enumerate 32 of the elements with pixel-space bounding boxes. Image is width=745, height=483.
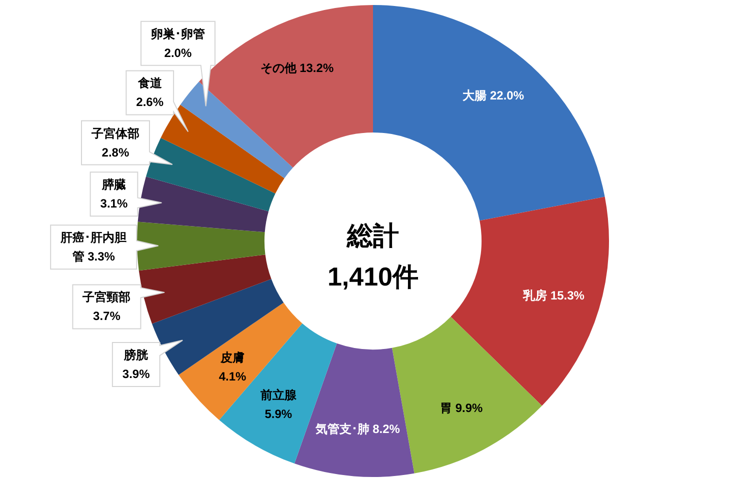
data-label: 2.0% bbox=[164, 46, 192, 60]
data-label: 5.9% bbox=[264, 406, 292, 421]
slice-label: 膀胱 bbox=[123, 348, 150, 362]
slice-label: その他 13.2% bbox=[260, 61, 334, 76]
slice-label: 膵臓 bbox=[100, 178, 126, 192]
slice-label: 乳房 15.3% bbox=[522, 288, 585, 302]
data-label: 3.9% bbox=[122, 367, 150, 382]
data-label: 2.8% bbox=[102, 145, 130, 160]
slice-label: 胃 9.9% bbox=[440, 400, 484, 415]
data-label: 3.7% bbox=[93, 309, 121, 324]
slice-label: 卵巣･卵管 bbox=[150, 26, 205, 41]
text: 総計 bbox=[346, 220, 399, 250]
slice-label: 子宮体部 bbox=[90, 126, 140, 140]
slice-label: 食道 bbox=[136, 76, 163, 90]
slice-label: 大腸 22.0% bbox=[462, 88, 524, 103]
slice-label: 気管支･肺 8.2% bbox=[314, 422, 400, 436]
donut-slice bbox=[160, 104, 284, 194]
donut-slice bbox=[138, 254, 272, 324]
donut-slice bbox=[180, 82, 293, 178]
slice-label: 子宮頸部 bbox=[82, 290, 131, 304]
slice-label: 前立腺 bbox=[259, 388, 298, 402]
data-label: 4.1% bbox=[218, 370, 247, 384]
text: 1,410件 bbox=[327, 262, 419, 292]
data-label: 2.6% bbox=[136, 95, 164, 110]
data-label: 3.1% bbox=[100, 196, 128, 211]
donut-slice bbox=[137, 222, 266, 271]
slice-label: 肝癌･肝内胆管 3.3% bbox=[60, 230, 127, 264]
donut-slice bbox=[138, 176, 269, 232]
slice-label: 皮膚 bbox=[220, 350, 245, 365]
donut-slice bbox=[146, 138, 276, 212]
donut-slice bbox=[178, 302, 302, 420]
donut-slice bbox=[373, 5, 605, 221]
